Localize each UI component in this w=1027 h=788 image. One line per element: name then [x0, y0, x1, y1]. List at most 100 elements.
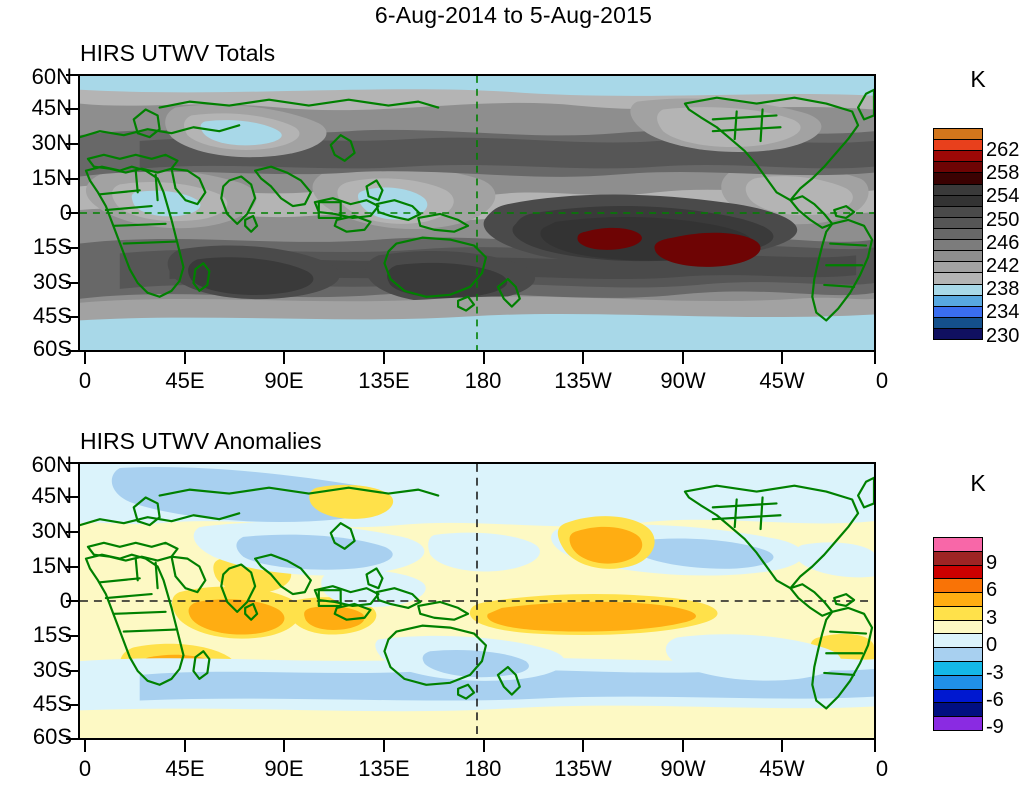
colorbar-tick-label: 0: [986, 634, 998, 657]
colorbar-band: [934, 675, 982, 690]
ytick-mark: [66, 247, 78, 249]
xtick-mark: [874, 352, 876, 364]
ytick-anom-45S: 45S: [32, 691, 72, 716]
map-anomalies-canvas: [80, 464, 874, 738]
ytick-anom-0: 0: [59, 588, 72, 613]
colorbar-tick-label: 9: [986, 552, 998, 574]
colorbar-tick-label: -6: [986, 689, 1004, 711]
colorbar-band: [934, 703, 982, 718]
ytick-anom-15N: 15N: [31, 553, 72, 578]
colorbar-band: [934, 140, 982, 152]
ytick-mark: [66, 496, 78, 498]
ytick-anom-30N: 30N: [31, 518, 72, 543]
ytick-mark: [66, 566, 78, 568]
colorbar-band: [934, 240, 982, 252]
xtick-totals-135W: 135W: [554, 368, 612, 393]
ytick-mark: [66, 74, 78, 76]
colorbar-band: [934, 717, 982, 730]
ytick-totals-60S: 60S: [32, 336, 72, 361]
ytick-mark: [66, 738, 78, 740]
colorbar-tick-label: 258: [986, 162, 1020, 185]
xtick-totals-45E: 45E: [165, 368, 205, 393]
ytick-mark: [66, 282, 78, 284]
map-panel-totals[interactable]: [78, 74, 876, 352]
colorbar-band: [934, 206, 982, 218]
xtick-mark: [184, 352, 186, 364]
ytick-mark: [66, 178, 78, 180]
xtick-mark: [283, 740, 285, 752]
colorbar-tick-label: 262: [986, 139, 1020, 161]
colorbar-band: [934, 579, 982, 594]
xtick-mark: [184, 740, 186, 752]
ytick-totals-30N: 30N: [31, 130, 72, 155]
colorbar-tick-label: 230: [986, 324, 1020, 347]
xtick-mark: [383, 740, 385, 752]
xtick-anom-180: 180: [464, 756, 502, 781]
ytick-mark: [66, 143, 78, 145]
xtick-mark: [383, 352, 385, 364]
ytick-totals-0: 0: [59, 200, 72, 225]
xtick-mark: [682, 352, 684, 364]
colorbar-tick-label: 238: [986, 278, 1020, 301]
colorbar-band: [934, 689, 982, 704]
colorbar-tick-label: 6: [986, 579, 998, 602]
colorbar-band: [934, 648, 982, 663]
ytick-mark: [66, 635, 78, 637]
ytick-mark: [66, 212, 78, 214]
xtick-mark: [84, 352, 86, 364]
colorbar-band: [934, 620, 982, 635]
xtick-mark: [483, 352, 485, 364]
colorbar-tick-label: -9: [986, 716, 1004, 739]
colorbar-band: [934, 173, 982, 185]
ytick-mark: [66, 316, 78, 318]
colorbar-band: [934, 328, 982, 340]
xtick-totals-90W: 90W: [660, 368, 706, 393]
colorbar-tick-label: 246: [986, 231, 1020, 254]
colorbar-unit-totals: K: [970, 66, 986, 92]
ytick-totals-60N: 60N: [31, 64, 72, 89]
ytick-mark: [66, 704, 78, 706]
xtick-totals-45W: 45W: [759, 368, 805, 393]
ytick-anom-60N: 60N: [31, 452, 72, 477]
ytick-mark: [66, 462, 78, 464]
colorbar-band: [934, 565, 982, 580]
colorbar-tick-label: 3: [986, 606, 998, 629]
colorbar-tick-label: 242: [986, 255, 1020, 277]
xtick-mark: [84, 740, 86, 752]
colorbar-band: [934, 129, 982, 141]
colorbar-tick-label: 254: [986, 185, 1020, 208]
ytick-totals-30S: 30S: [32, 269, 72, 294]
ytick-anom-45N: 45N: [31, 483, 72, 508]
colorbar-band: [934, 593, 982, 607]
colorbar-band: [934, 262, 982, 274]
xtick-totals-90E: 90E: [264, 368, 304, 393]
colorbar-band: [934, 284, 982, 296]
xtick-mark: [781, 740, 783, 752]
colorbar-band: [934, 195, 982, 207]
xtick-anom-90W: 90W: [660, 756, 706, 781]
colorbar-band: [934, 538, 982, 552]
colorbar-band: [934, 317, 982, 329]
colorbar-band: [934, 251, 982, 263]
colorbar-band: [934, 551, 982, 566]
map-panel-anomalies[interactable]: [78, 462, 876, 740]
xtick-mark: [582, 740, 584, 752]
colorbar-band: [934, 228, 982, 241]
xtick-mark: [483, 740, 485, 752]
colorbar-band: [934, 151, 982, 163]
xtick-mark: [781, 352, 783, 364]
panel-title-totals: HIRS UTWV Totals: [80, 40, 276, 66]
colorbar-band: [934, 217, 982, 229]
xtick-anom-45E: 45E: [165, 756, 205, 781]
colorbar-tick-label: -3: [986, 661, 1004, 684]
colorbar-band: [934, 184, 982, 196]
ytick-mark: [66, 670, 78, 672]
colorbar-band: [934, 306, 982, 318]
ytick-mark: [66, 108, 78, 110]
xtick-totals-0b: 0: [875, 368, 889, 393]
xtick-anom-0a: 0: [78, 756, 92, 781]
colorbar-tick-label: 250: [986, 208, 1020, 231]
colorbar-anomalies: [933, 537, 983, 731]
colorbar-totals: [933, 128, 983, 340]
map-totals-canvas: [80, 76, 874, 350]
